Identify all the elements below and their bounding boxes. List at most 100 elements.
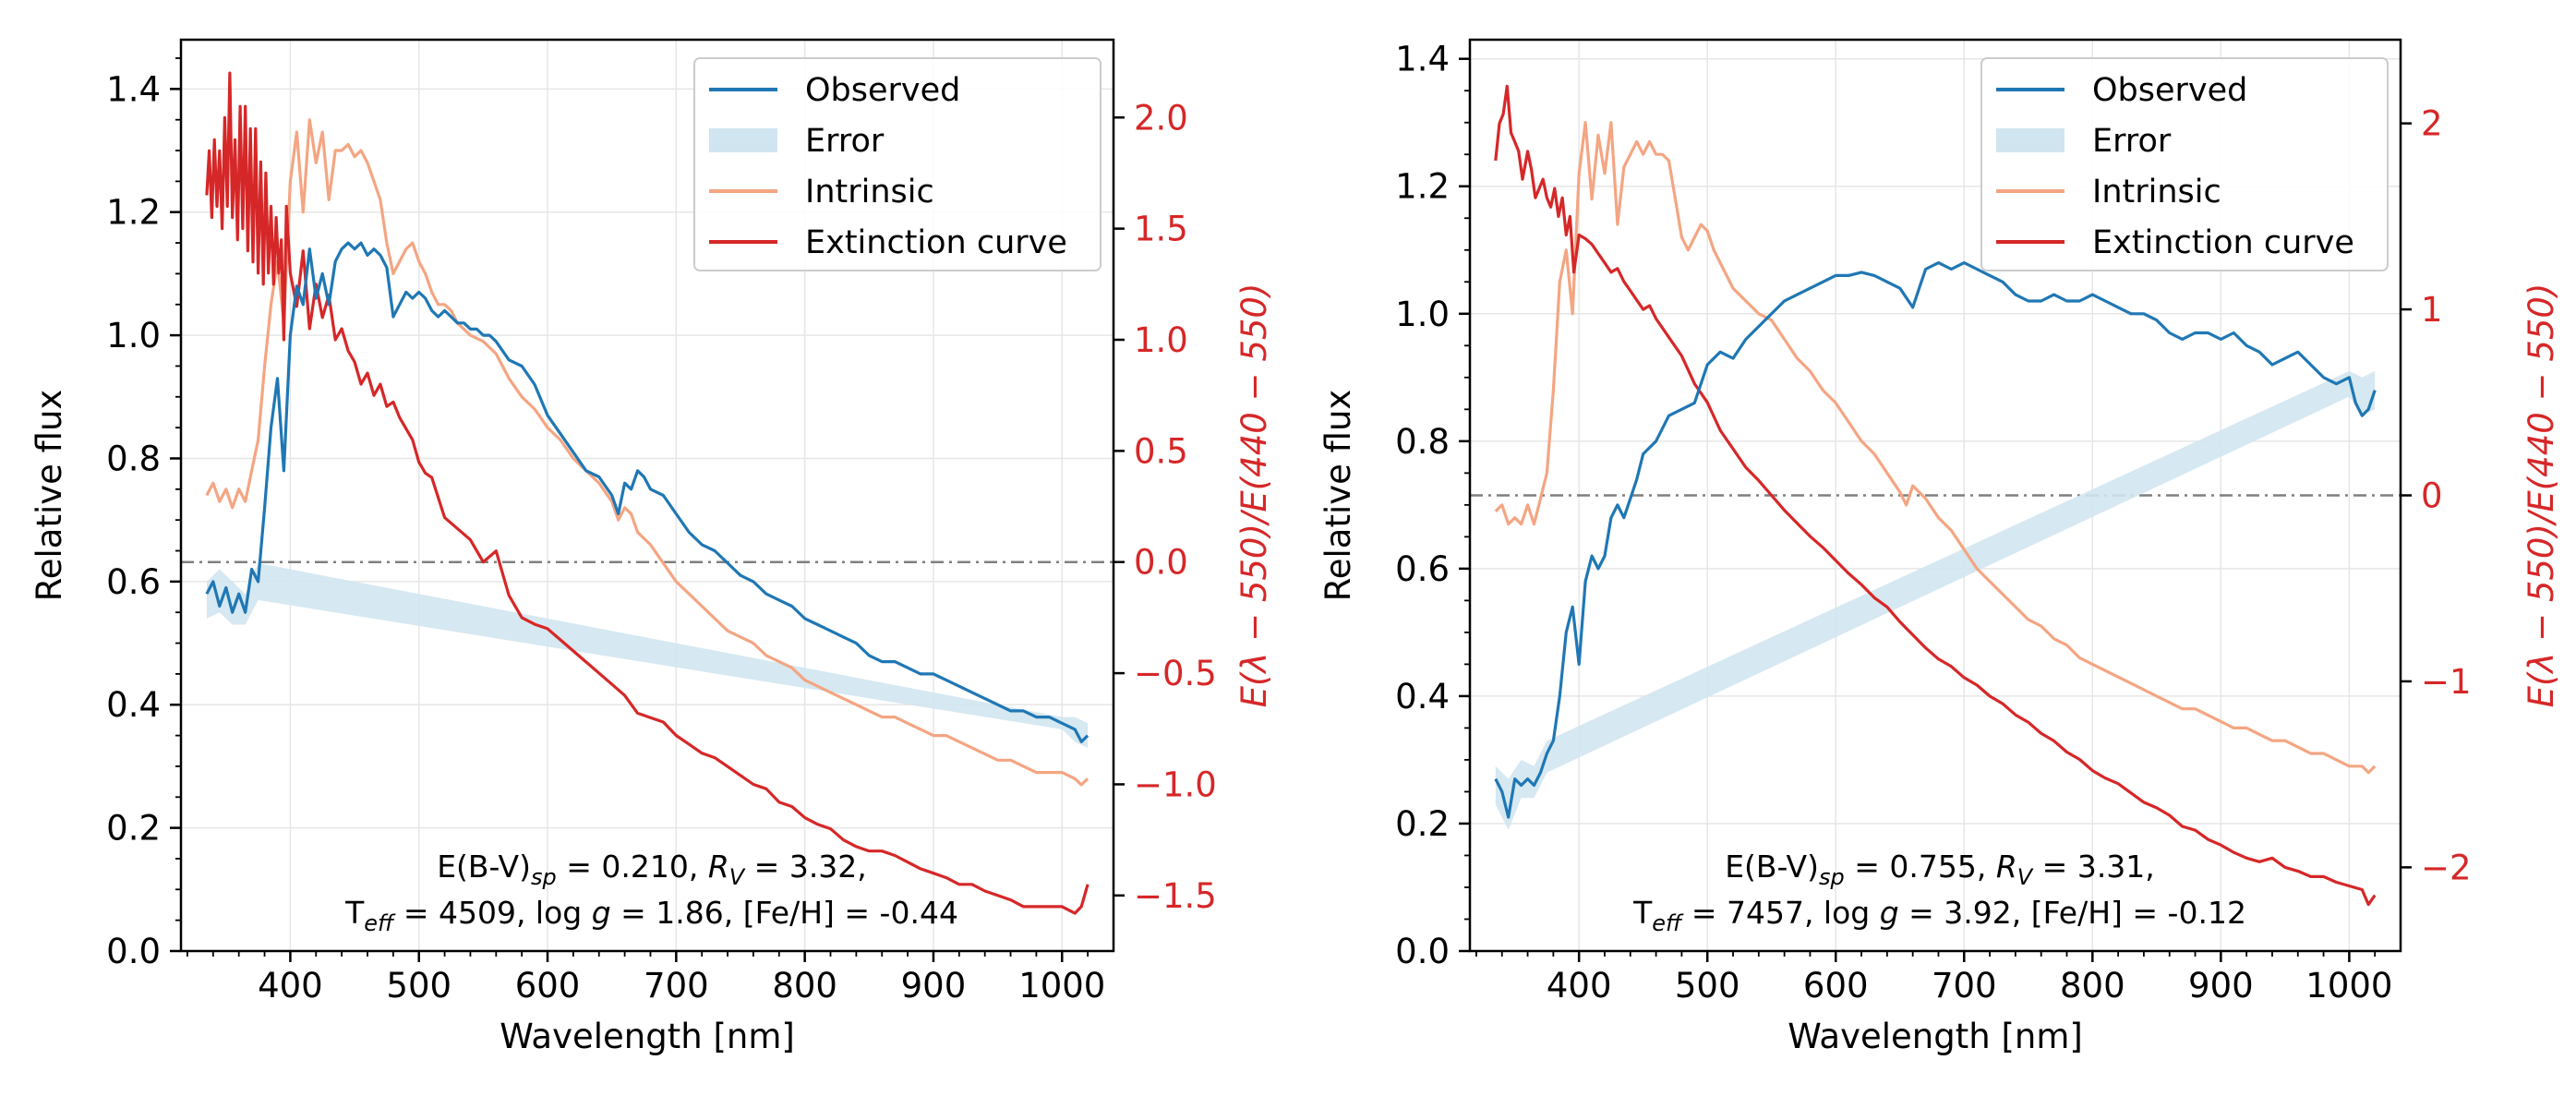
chart-left-series-group [205, 71, 1089, 915]
series-line-extinction-curve [1494, 84, 2377, 907]
ebv-subscript: sp [1819, 864, 1845, 890]
y2-tick-label: −0.5 [1134, 654, 1217, 693]
y2-tick-label: −2 [2421, 848, 2472, 887]
y-tick-label: 0.4 [106, 685, 161, 725]
y-tick-label: 1.4 [1395, 40, 1450, 79]
x-tick-label: 900 [901, 966, 967, 1006]
y-tick-label: 0.8 [1395, 422, 1450, 462]
chart-right-y2-axis: 2 1 0 −1 −2 [2401, 104, 2472, 887]
series-line-extinction-curve [205, 71, 1089, 915]
x-tick-label: 800 [2060, 966, 2125, 1006]
y2-tick-label: 0.0 [1134, 543, 1188, 583]
legend-label-extinction: Extinction curve [805, 224, 1067, 261]
y2-tick-label: 1 [2421, 290, 2443, 330]
x-tick-label: 500 [1675, 966, 1740, 1006]
logg-value: = 3.92, [Fe/H] = -0.12 [1899, 895, 2246, 931]
y2-tick-label: −1.0 [1134, 765, 1217, 804]
chart-left-legend: Observed Error Intrinsic Extinction curv… [693, 57, 1101, 271]
legend-label-intrinsic: Intrinsic [805, 174, 934, 211]
teff-label: T [1632, 895, 1653, 931]
ebv-label: E(B-V) [437, 849, 531, 885]
chart-right-y-axis-label: Relative flux [1318, 390, 1358, 602]
y-tick-label: 1.0 [1395, 295, 1450, 334]
x-tick-label: 1000 [2305, 966, 2392, 1006]
rv-value: = 3.32, [744, 849, 867, 885]
y2-tick-label: 1.0 [1134, 320, 1188, 360]
chart-right-y-axis: 0.0 0.2 0.4 0.6 0.8 1.0 1.2 1.4 [1395, 40, 1470, 971]
teff-value: = 4509, log [393, 895, 591, 931]
legend-swatch-error [709, 128, 777, 152]
series-line-observed [1494, 261, 2377, 819]
y-tick-label: 1.4 [106, 69, 161, 109]
annotation-line-2: Teff = 7457, log g = 3.92, [Fe/H] = -0.1… [1632, 895, 2246, 936]
legend-label-error: Error [805, 123, 885, 160]
y2-tick-label: 0.5 [1134, 431, 1188, 471]
ebv-value: = 0.210, [557, 849, 708, 885]
error-band [1495, 370, 2376, 830]
ebv-value: = 0.755, [1845, 849, 1996, 885]
y2-tick-label: 2 [2421, 104, 2443, 144]
error-band [206, 562, 1089, 748]
chart-right-x-axis: 400 500 600 700 800 900 1000 [1475, 951, 2392, 1006]
chart-right-x-axis-label: Wavelength [nm] [1788, 1017, 2083, 1056]
y-tick-label: 0.6 [106, 562, 161, 602]
rv-label: R [708, 849, 729, 885]
y-tick-label: 0.4 [1395, 677, 1450, 717]
y-tick-label: 1.2 [1395, 167, 1450, 207]
chart-right-annotation: E(B-V)sp = 0.755, RV = 3.31, Teff = 7457… [1632, 849, 2246, 936]
annotation-line-2: Teff = 4509, log g = 1.86, [Fe/H] = -0.4… [344, 895, 958, 936]
chart-right-y2-axis-label: E(λ − 550)/E(440 − 550) [2522, 283, 2561, 708]
y-tick-label: 0.0 [1395, 932, 1450, 971]
chart-left: 400 500 600 700 800 900 1000 0.0 0.2 0.4 0.6 0.8 1.… [30, 38, 1274, 1056]
chart-left-y-axis: 0.0 0.2 0.4 0.6 0.8 1.0 1.2 1.4 [106, 57, 181, 971]
legend-box [1980, 57, 2389, 271]
x-tick-label: 700 [1932, 966, 1997, 1006]
legend-label-observed: Observed [2092, 72, 2247, 109]
x-tick-label: 800 [772, 966, 837, 1006]
x-tick-label: 600 [515, 966, 581, 1006]
series-line-intrinsic [1494, 121, 2377, 775]
y-tick-label: 0.8 [106, 439, 161, 478]
chart-left-y2-axis-label: E(λ − 550)/E(440 − 550) [1234, 283, 1274, 708]
chart-right: 400 500 600 700 800 900 1000 0.0 0.2 0.4 0.6 0.8 1.… [1318, 38, 2561, 1056]
chart-right-error-band-group [1495, 370, 2376, 830]
series-line-observed [205, 241, 1089, 743]
y-tick-label: 1.0 [106, 316, 161, 355]
chart-left-error-band-group [206, 562, 1089, 748]
y-tick-label: 0.0 [106, 932, 161, 971]
teff-subscript: eff [364, 910, 396, 936]
legend-swatch-error [1996, 128, 2064, 152]
y-tick-label: 0.6 [1395, 549, 1450, 589]
teff-subscript: eff [1652, 910, 1684, 936]
x-tick-label: 600 [1803, 966, 1869, 1006]
rv-subscript: V [729, 864, 746, 890]
x-tick-label: 900 [2188, 966, 2254, 1006]
rv-value: = 3.31, [2032, 849, 2155, 885]
chart-left-y-axis-label: Relative flux [30, 390, 69, 602]
chart-left-x-axis: 400 500 600 700 800 900 1000 [187, 951, 1105, 1006]
chart-right-series-group [1494, 84, 2377, 907]
y-tick-label: 0.2 [1395, 804, 1450, 844]
y2-tick-label: 2.0 [1134, 98, 1188, 138]
chart-left-y2-axis: 2.0 1.5 1.0 0.5 0.0 −0.5 −1.0 −1.5 [1113, 98, 1217, 916]
logg-value: = 1.86, [Fe/H] = -0.44 [611, 895, 958, 931]
y2-tick-label: −1.5 [1134, 876, 1217, 916]
y2-tick-label: −1 [2421, 662, 2472, 702]
annotation-line-1: E(B-V)sp = 0.210, RV = 3.32, [437, 849, 867, 890]
chart-left-axes-frame [179, 38, 1115, 953]
rv-subscript: V [2017, 864, 2034, 890]
x-tick-label: 700 [644, 966, 709, 1006]
legend-label-extinction: Extinction curve [2092, 224, 2354, 261]
x-tick-label: 400 [258, 966, 323, 1006]
y2-tick-label: 1.5 [1134, 210, 1188, 249]
chart-left-annotation: E(B-V)sp = 0.210, RV = 3.32, Teff = 4509… [344, 849, 958, 936]
y2-tick-label: 0 [2421, 476, 2443, 516]
chart-left-x-axis-label: Wavelength [nm] [500, 1017, 795, 1056]
legend-label-error: Error [2092, 123, 2172, 160]
x-tick-label: 400 [1547, 966, 1612, 1006]
annotation-line-1: E(B-V)sp = 0.755, RV = 3.31, [1725, 849, 2155, 890]
ebv-label: E(B-V) [1725, 849, 1819, 885]
x-tick-label: 500 [386, 966, 451, 1006]
rv-label: R [1996, 849, 2017, 885]
